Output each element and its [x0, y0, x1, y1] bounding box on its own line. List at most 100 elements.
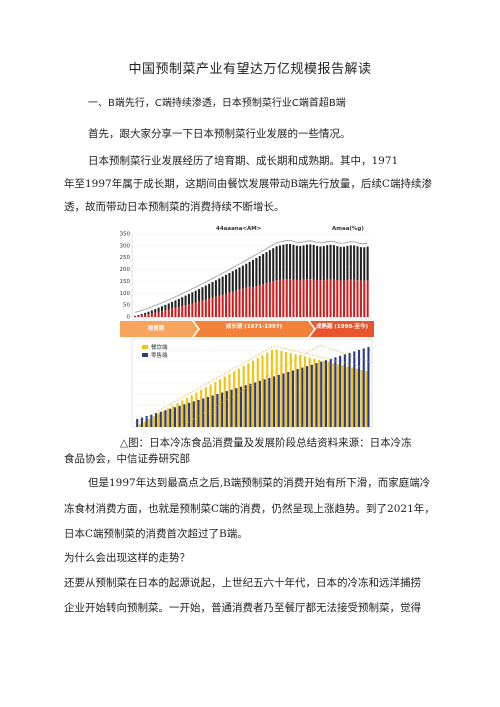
lower-bar-canyin — [167, 408, 170, 427]
upper-bar-top — [140, 314, 143, 316]
lower-bar-canyin — [322, 360, 325, 427]
upper-bar-top — [167, 303, 170, 310]
stage-label: 成熟期 (1998-至今) — [316, 322, 369, 330]
lower-bar-canyin — [209, 384, 212, 427]
upper-bar-bottom — [194, 302, 197, 317]
lower-bar-canyin — [157, 413, 160, 427]
upper-bar-top — [363, 247, 366, 281]
lower-bar-canyin — [152, 416, 156, 427]
lower-bar-lingshou — [291, 370, 295, 427]
lower-bar-canyin — [294, 354, 297, 427]
upper-bar-bottom — [262, 284, 265, 317]
lower-bar-lingshou — [367, 347, 370, 427]
upper-bar-top — [299, 246, 302, 281]
upper-bar-top — [302, 245, 305, 280]
upper-bar-top — [211, 282, 214, 298]
upper-legend-left: 44aaana<AM> — [216, 226, 262, 232]
lower-bar-canyin — [355, 368, 358, 427]
upper-bar-top — [181, 297, 184, 307]
lower-bar-lingshou — [277, 374, 280, 427]
lower-bar-canyin — [299, 355, 302, 427]
upper-bar-bottom — [272, 281, 275, 317]
upper-bar-bottom — [336, 280, 339, 317]
lower-legend: 餐饮端 零售端 — [142, 343, 168, 359]
paragraph-question: 为什么会出现这样的走势？ — [64, 552, 190, 564]
upper-bar-bottom — [137, 315, 140, 317]
lower-bar-lingshou — [362, 348, 365, 427]
lower-bar-canyin — [218, 379, 222, 427]
upper-bar-bottom — [359, 280, 362, 317]
upper-bar-bottom — [366, 280, 369, 317]
lower-bar-lingshou — [348, 352, 351, 427]
upper-bar-top — [295, 245, 298, 280]
upper-bar-top — [248, 261, 251, 287]
lower-bar-lingshou — [244, 385, 247, 427]
lower-bar-canyin — [162, 411, 165, 427]
upper-bar-top — [184, 295, 187, 306]
upper-bar-top — [238, 267, 241, 290]
lower-bar-lingshou — [221, 392, 224, 427]
upper-bar-top — [289, 244, 292, 280]
stage-band: 培育期 成长期 (1971-1997) 成熟期 (1998-至今) — [120, 321, 374, 337]
upper-bar-top — [326, 245, 329, 280]
upper-bar-top — [164, 304, 167, 311]
lower-bar-lingshou — [254, 382, 257, 427]
upper-bar-bottom — [245, 287, 248, 317]
upper-bar-top — [292, 244, 295, 280]
lower-bar-lingshou — [273, 376, 276, 427]
lower-bar-lingshou — [159, 411, 162, 427]
upper-bar-bottom — [265, 283, 268, 317]
paragraph-stages-line: 年至1997年属于成长期，这期间由餐饮发展带动B端先行放量，后续C端持续渗 — [64, 178, 432, 190]
upper-bar-bottom — [339, 280, 342, 317]
upper-bar-top — [322, 246, 325, 281]
upper-bar-top — [258, 256, 261, 286]
upper-bar-top — [278, 245, 281, 280]
upper-bar-bottom — [309, 279, 312, 317]
upper-bar-bottom — [144, 314, 147, 317]
lower-bar-lingshou — [202, 398, 205, 427]
lower-bar-lingshou — [239, 386, 243, 427]
upper-bar-bottom — [167, 309, 170, 317]
lower-bar-lingshou — [178, 405, 181, 427]
upper-bar-bottom — [285, 279, 288, 317]
upper-bar-bottom — [322, 280, 325, 317]
lower-bar-canyin — [237, 368, 240, 427]
upper-bar-top — [228, 273, 231, 293]
upper-bar-bottom — [346, 280, 349, 317]
lower-bar-canyin — [233, 371, 236, 427]
lower-bar-canyin — [261, 355, 264, 427]
y-tick-label: 300 — [120, 243, 130, 249]
upper-bar-top — [316, 245, 319, 281]
lower-bar-lingshou — [206, 396, 210, 427]
upper-bar-top — [272, 248, 275, 282]
upper-bar-bottom — [316, 280, 319, 317]
upper-bar-bottom — [305, 279, 308, 317]
lower-bar-lingshou — [216, 394, 219, 427]
lower-bar-canyin — [181, 400, 184, 427]
lower-bar-canyin — [195, 392, 198, 427]
upper-bar-bottom — [289, 279, 292, 317]
y-tick-label: 0 — [127, 315, 131, 321]
upper-bar-bottom — [221, 294, 224, 317]
upper-bar-top — [275, 246, 278, 281]
lower-bar-lingshou — [197, 399, 200, 427]
upper-bar-bottom — [140, 315, 143, 317]
upper-bar-top — [147, 311, 150, 315]
y-tick-label: 50 — [123, 303, 130, 309]
upper-bar-bottom — [282, 279, 285, 317]
upper-bar-bottom — [268, 282, 271, 317]
lower-bar-lingshou — [357, 349, 361, 427]
lower-bar-lingshou — [320, 361, 323, 427]
upper-bar-bottom — [150, 313, 153, 317]
figure-caption-line: 食品协会，中信证券研究部 — [64, 453, 190, 465]
lower-bar-canyin — [327, 362, 330, 427]
upper-bar-top — [201, 287, 204, 301]
upper-bar-top — [285, 244, 288, 280]
upper-legend-right: Amaa(%g) — [332, 226, 364, 232]
legend-swatch-lingshou — [142, 353, 148, 357]
upper-bar-top — [150, 310, 153, 314]
lower-bar-lingshou — [306, 366, 309, 427]
upper-bar-top — [218, 278, 221, 296]
upper-bar-bottom — [228, 292, 231, 317]
upper-bar-top — [265, 252, 268, 284]
